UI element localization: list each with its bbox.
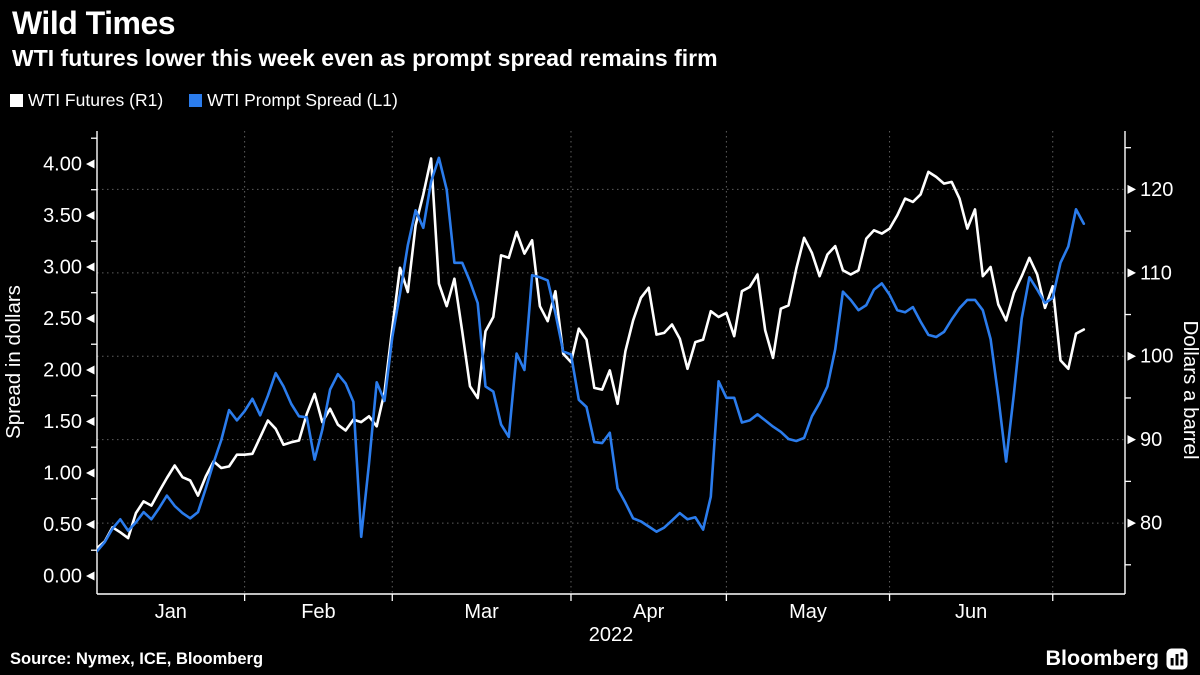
left-tick-arrow	[86, 571, 95, 581]
left-tick-arrow	[86, 365, 95, 375]
left-tick-arrow	[86, 519, 95, 529]
left-tick-arrow	[86, 468, 95, 478]
right-tick-label: 110	[1140, 262, 1172, 284]
right-tick-arrow	[1127, 351, 1136, 361]
legend-item-wti-futures: WTI Futures (R1)	[10, 90, 163, 111]
left-tick-arrow	[86, 262, 95, 272]
legend-swatch-wti-futures	[10, 94, 23, 107]
left-tick-arrow	[86, 159, 95, 169]
legend-label-wti-prompt-spread: WTI Prompt Spread (L1)	[207, 90, 398, 110]
page-title: Wild Times	[12, 5, 176, 41]
right-tick-arrow	[1127, 518, 1136, 528]
x-month-label: May	[789, 601, 827, 623]
brand-wordmark: Bloomberg	[1045, 646, 1159, 670]
source-note: Source: Nymex, ICE, Bloomberg	[10, 650, 264, 668]
legend-swatch-wti-prompt-spread	[189, 94, 203, 107]
left-tick-label: 4.00	[43, 153, 82, 175]
series-wti-futures-line	[97, 157, 1086, 550]
right-tick-arrow	[1127, 184, 1136, 194]
legend-item-wti-prompt-spread: WTI Prompt Spread (L1)	[189, 90, 398, 111]
left-tick-label: 3.00	[43, 256, 82, 278]
left-tick-label: 0.00	[43, 565, 82, 587]
series-wti-prompt-spread-line	[97, 156, 1086, 553]
left-tick-label: 2.00	[43, 359, 82, 381]
legend-label-wti-futures: WTI Futures (R1)	[28, 90, 164, 110]
left-tick-arrow	[86, 416, 95, 426]
left-tick-label: 0.50	[43, 514, 82, 536]
legend: WTI Futures (R1) WTI Prompt Spread (L1)	[10, 90, 398, 111]
right-tick-label: 120	[1140, 179, 1173, 201]
left-tick-arrow	[86, 313, 95, 323]
right-tick-label: 100	[1140, 346, 1173, 368]
x-month-label: Apr	[633, 601, 664, 623]
left-tick-arrow	[86, 210, 95, 220]
left-tick-label: 2.50	[43, 308, 82, 330]
right-tick-label: 90	[1140, 429, 1162, 451]
x-month-label: Jun	[955, 601, 987, 623]
x-month-label: Feb	[301, 601, 335, 623]
left-axis-title: Spread in dollars	[2, 285, 25, 439]
x-month-label: Jan	[155, 601, 187, 623]
x-month-label: Mar	[464, 601, 499, 623]
right-tick-label: 80	[1140, 513, 1162, 535]
left-tick-label: 1.50	[43, 411, 82, 433]
brand: Bloomberg	[1046, 646, 1188, 671]
left-tick-label: 3.50	[43, 205, 82, 227]
left-tick-label: 1.00	[43, 462, 82, 484]
right-tick-arrow	[1127, 268, 1136, 278]
page-subtitle: WTI futures lower this week even as prom…	[12, 45, 718, 71]
right-axis-title: Dollars a barrel	[1179, 321, 1200, 460]
x-year-label: 2022	[589, 624, 634, 646]
right-tick-arrow	[1127, 435, 1136, 445]
bloomberg-logo-icon	[1166, 648, 1188, 669]
